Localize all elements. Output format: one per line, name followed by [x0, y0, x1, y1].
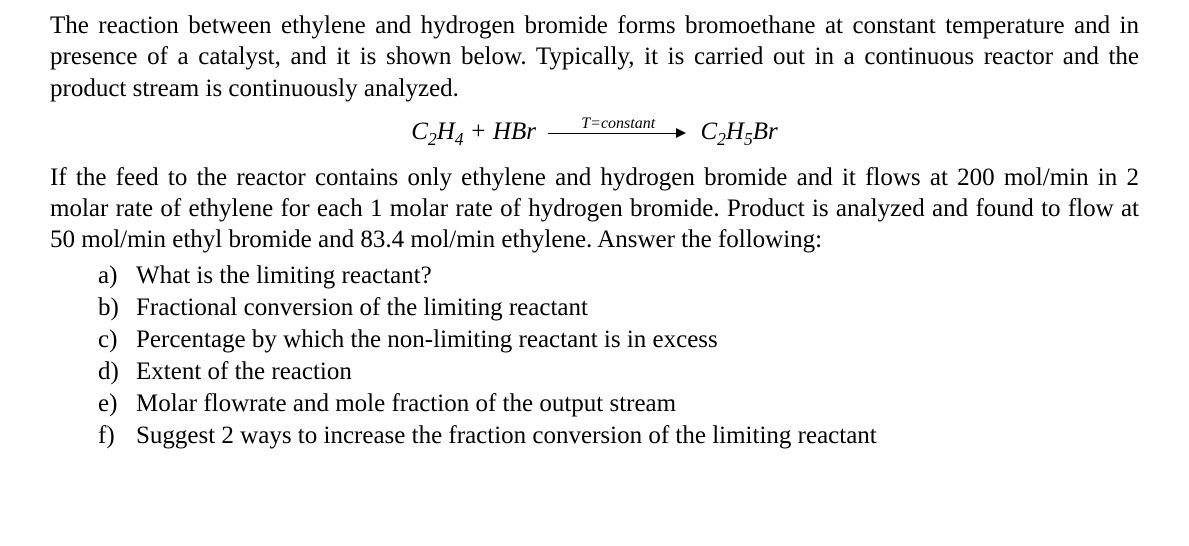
reactant2: HBr — [493, 118, 536, 145]
product-c: C — [700, 118, 717, 145]
equation-inner: C2H4 + HBr T=constant C2H5Br — [411, 108, 777, 163]
list-item: e) Molar flowrate and mole fraction of t… — [98, 388, 1139, 420]
reactant1-h: H — [437, 118, 455, 145]
list-marker: d) — [98, 356, 119, 388]
list-item: b) Fractional conversion of the limiting… — [98, 292, 1139, 324]
plus-sign: + — [464, 118, 493, 145]
reactant1-sub2: 4 — [455, 129, 464, 149]
arrow-line — [548, 133, 676, 134]
list-text: Suggest 2 ways to increase the fraction … — [136, 422, 877, 449]
product-sub2: 5 — [744, 129, 753, 149]
reactant1-sub1: 2 — [428, 129, 437, 149]
product-sub1: 2 — [717, 129, 726, 149]
reactant1-c: C — [411, 118, 428, 145]
question-list: a) What is the limiting reactant? b) Fra… — [50, 260, 1139, 452]
list-text: Extent of the reaction — [136, 358, 352, 385]
product-br: Br — [753, 118, 778, 145]
body-paragraph: If the feed to the reactor contains only… — [50, 162, 1139, 256]
list-marker: a) — [98, 260, 117, 292]
reaction-equation: C2H4 + HBr T=constant C2H5Br — [50, 108, 1139, 156]
list-item: d) Extent of the reaction — [98, 356, 1139, 388]
list-text: Percentage by which the non-limiting rea… — [136, 326, 718, 353]
list-marker: b) — [98, 292, 119, 324]
arrow-label: T=constant — [548, 100, 688, 148]
list-item: f) Suggest 2 ways to increase the fracti… — [98, 420, 1139, 452]
list-marker: c) — [98, 324, 117, 356]
reaction-arrow: T=constant — [548, 113, 688, 153]
list-text: Molar flowrate and mole fraction of the … — [136, 390, 676, 417]
list-item: c) Percentage by which the non-limiting … — [98, 324, 1139, 356]
product-h: H — [726, 118, 744, 145]
list-marker: e) — [98, 388, 117, 420]
list-text: What is the limiting reactant? — [136, 262, 432, 289]
intro-paragraph: The reaction between ethylene and hydrog… — [50, 10, 1139, 104]
page: The reaction between ethylene and hydrog… — [0, 0, 1189, 462]
arrow-head-icon — [676, 128, 686, 138]
list-item: a) What is the limiting reactant? — [98, 260, 1139, 292]
list-marker: f) — [98, 420, 115, 452]
list-text: Fractional conversion of the limiting re… — [136, 294, 588, 321]
